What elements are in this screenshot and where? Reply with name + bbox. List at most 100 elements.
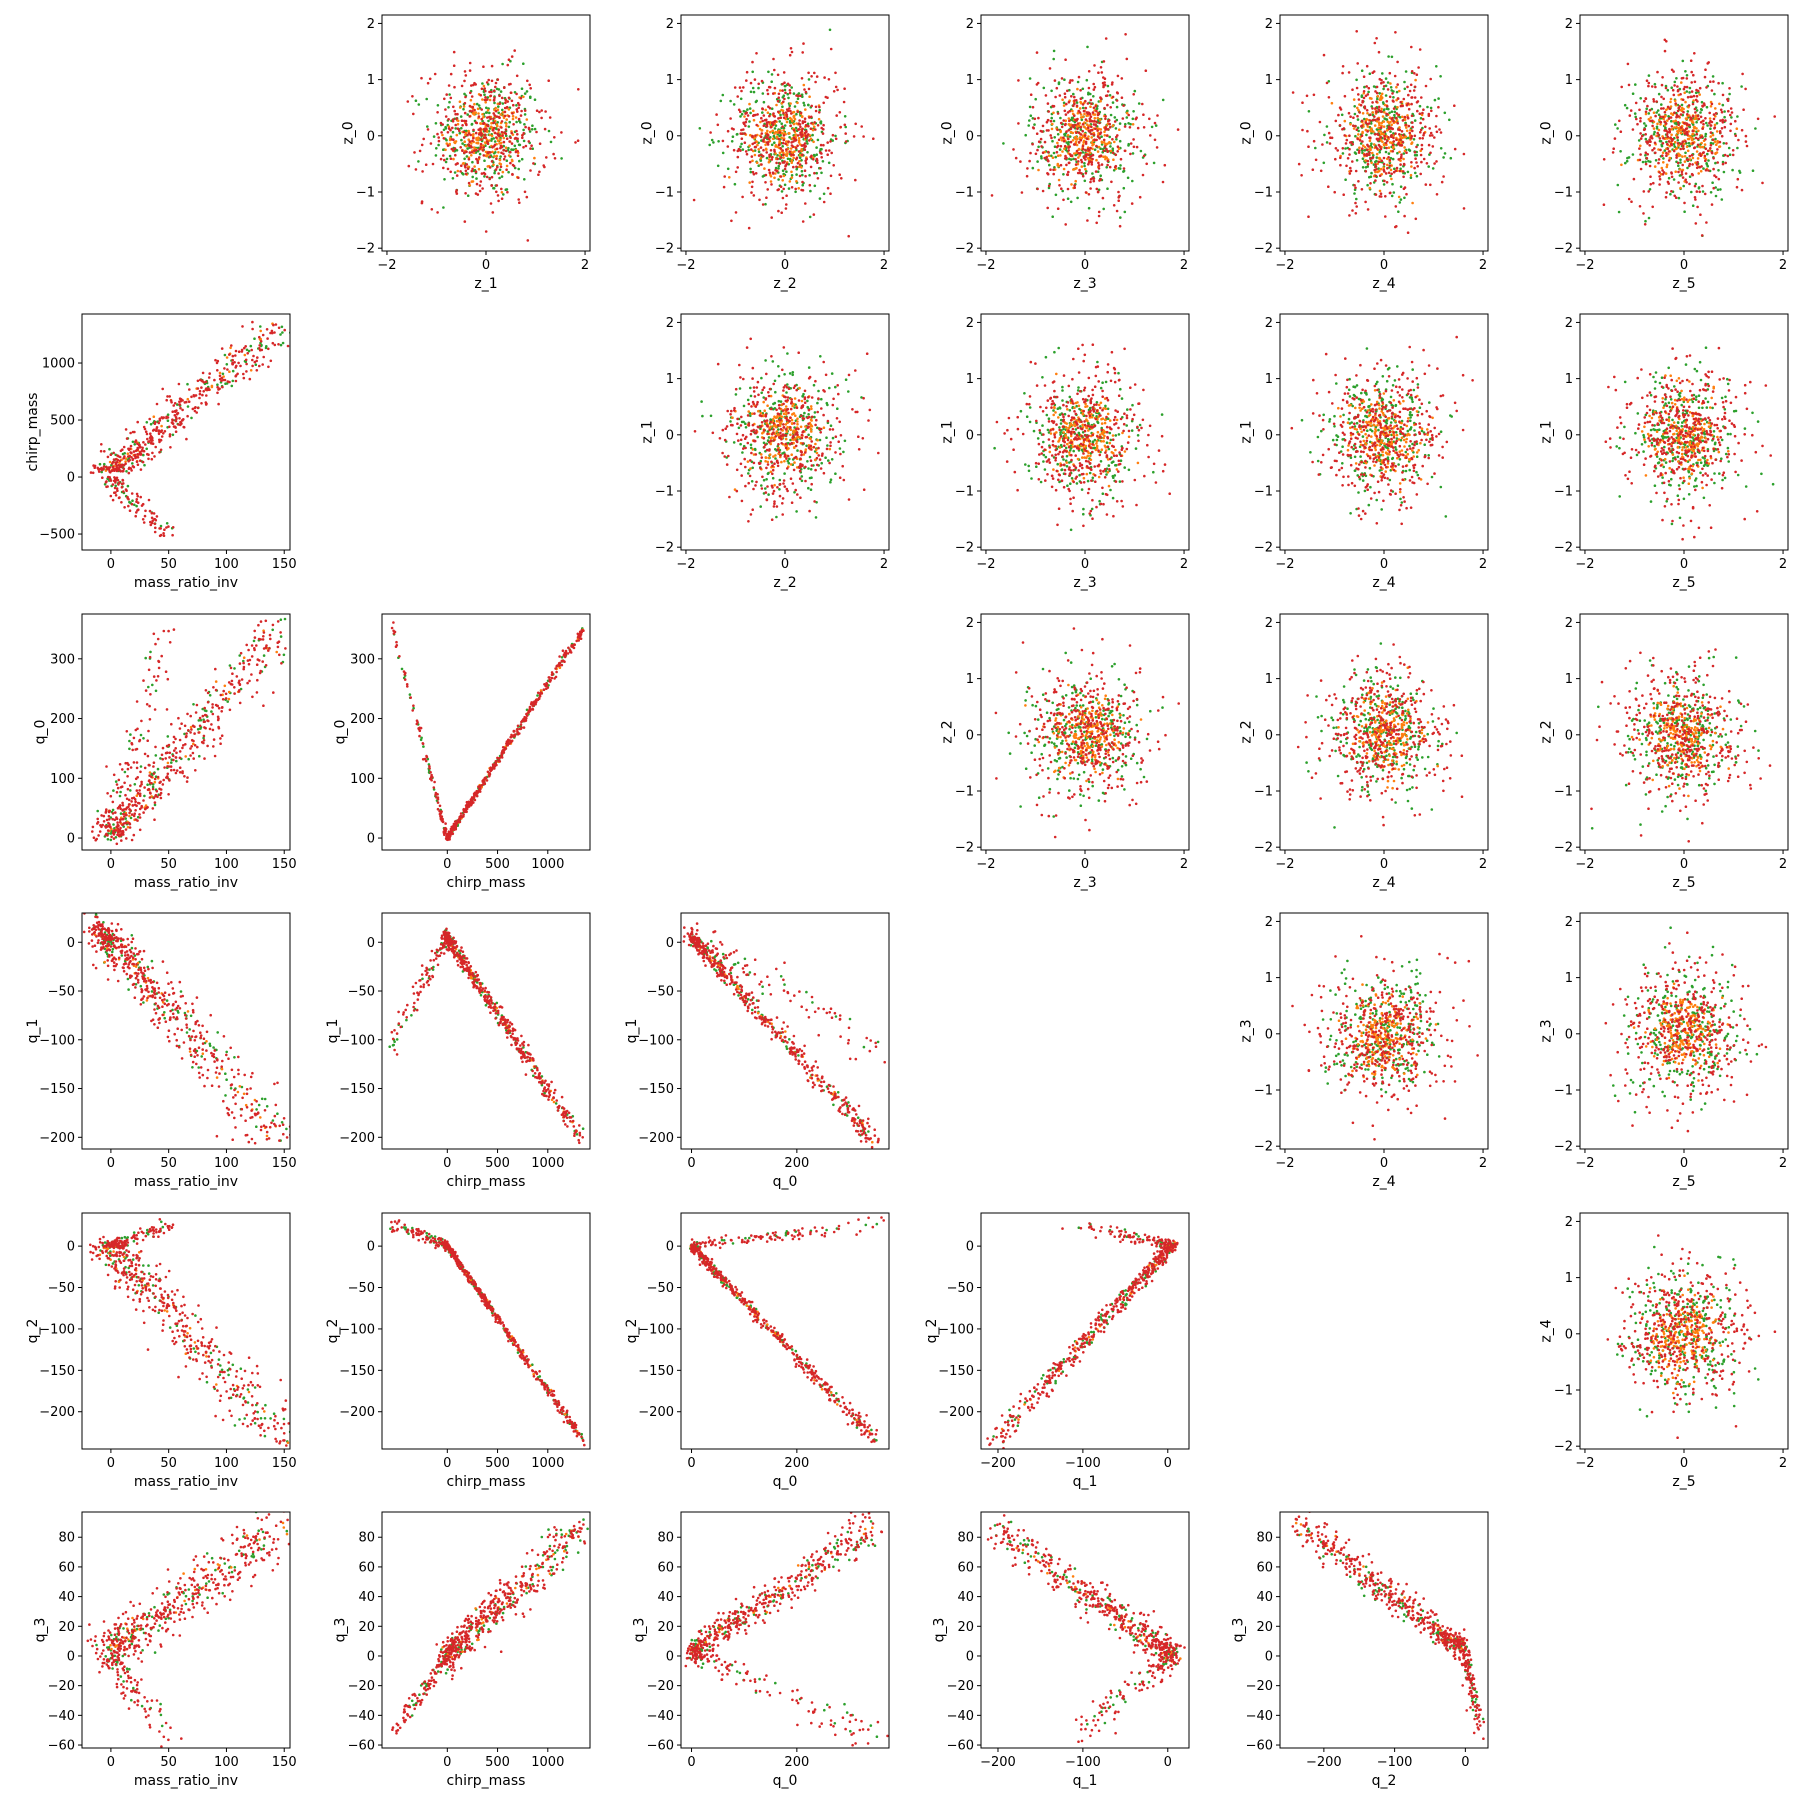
scatter-point [1394,169,1398,173]
scatter-point [471,175,475,179]
x-tick-label: 2 [880,258,888,273]
scatter-point [1074,123,1077,127]
scatter-point [834,85,838,89]
scatter-point [1079,116,1083,119]
scatter-point [150,516,154,520]
scatter-point [1058,184,1061,187]
scatter-point [1089,105,1092,108]
scatter-point [1644,151,1648,154]
scatter-point [1058,94,1062,97]
scatter-point [125,437,129,440]
scatter-point [509,136,512,139]
scatter-point [462,136,466,139]
scatter-point [1104,117,1107,121]
scatter-point [1084,191,1088,194]
scatter-point [527,127,531,131]
scatter-point [1698,190,1701,194]
scatter-point [1663,49,1667,53]
scatter-point [1062,198,1065,202]
scatter-point [1676,142,1680,145]
scatter-point [752,90,756,94]
scatter-point [1416,165,1419,168]
scatter-point [1388,158,1392,162]
scatter-point [760,79,764,83]
scatter-point [786,459,790,463]
scatter-point [221,372,225,376]
scatter-point [1716,141,1719,144]
scatter-point [1075,99,1078,102]
scatter-point [205,402,208,406]
scatter-point [144,443,147,446]
scatter-point [822,200,826,204]
scatter-point [816,177,820,180]
scatter-point [1729,129,1732,133]
scatter-point [1066,197,1070,200]
scatter-point [107,468,111,471]
scatter-point [755,52,758,55]
scatter-point [1114,127,1118,130]
scatter-point [125,470,128,473]
scatter-point [1108,141,1111,145]
scatter-point [1652,133,1656,136]
scatter-point [809,165,813,169]
scatter-point [1323,133,1326,137]
scatter-point [1063,157,1067,160]
scatter-point [1085,137,1089,140]
scatter-point [1090,102,1093,105]
scatter-point [1048,67,1052,70]
scatter-point [1652,127,1656,130]
scatter-point [1410,70,1414,73]
scatter-point [1681,98,1685,102]
scatter-point [1691,163,1694,166]
scatter-point [1300,174,1303,177]
scatter-point [1638,108,1641,112]
scatter-point [1087,86,1091,90]
scatter-point [1673,84,1676,87]
scatter-point [220,347,224,350]
scatter-point [155,515,159,518]
scatter-point [494,151,497,154]
scatter-point [471,167,474,171]
scatter-point [752,172,756,176]
scatter-point [1657,92,1661,96]
scatter-point [1089,92,1092,96]
scatter-point [801,220,805,223]
scatter-point [483,98,487,102]
scatter-point [1635,117,1638,121]
scatter-point [174,419,178,423]
scatter-point [1702,151,1705,154]
scatter-point [814,80,817,84]
scatter-point [1348,153,1351,156]
scatter-point [481,82,484,85]
scatter-point [1754,127,1757,130]
scatter-point [1602,203,1606,206]
scatter-point [1347,71,1351,74]
scatter-point [1669,105,1673,108]
scatter-point [1681,163,1684,167]
scatter-point [202,390,205,393]
scatter-point [498,94,501,98]
scatter-point [478,152,482,156]
scatter-point [1115,135,1118,139]
scatter-point [129,467,133,470]
scatter-point [1365,85,1368,88]
scatter-point [1667,115,1670,118]
scatter-point [460,84,464,88]
scatter-point [1330,101,1334,105]
scatter-point [1385,112,1388,116]
scatter-point [1080,160,1084,164]
scatter-point [733,182,737,186]
scatter-point [413,151,416,154]
scatter-point [484,101,488,104]
scatter-point [272,323,275,327]
scatter-point [506,100,510,103]
scatter-point [217,402,220,406]
scatter-point [1370,161,1373,165]
scatter-point [1102,207,1105,211]
scatter-point [726,145,730,148]
scatter-point [505,124,508,128]
scatter-point [786,92,789,96]
scatter-point [1405,129,1409,133]
scatter-point [1415,73,1419,76]
scatter-point [1697,186,1701,189]
